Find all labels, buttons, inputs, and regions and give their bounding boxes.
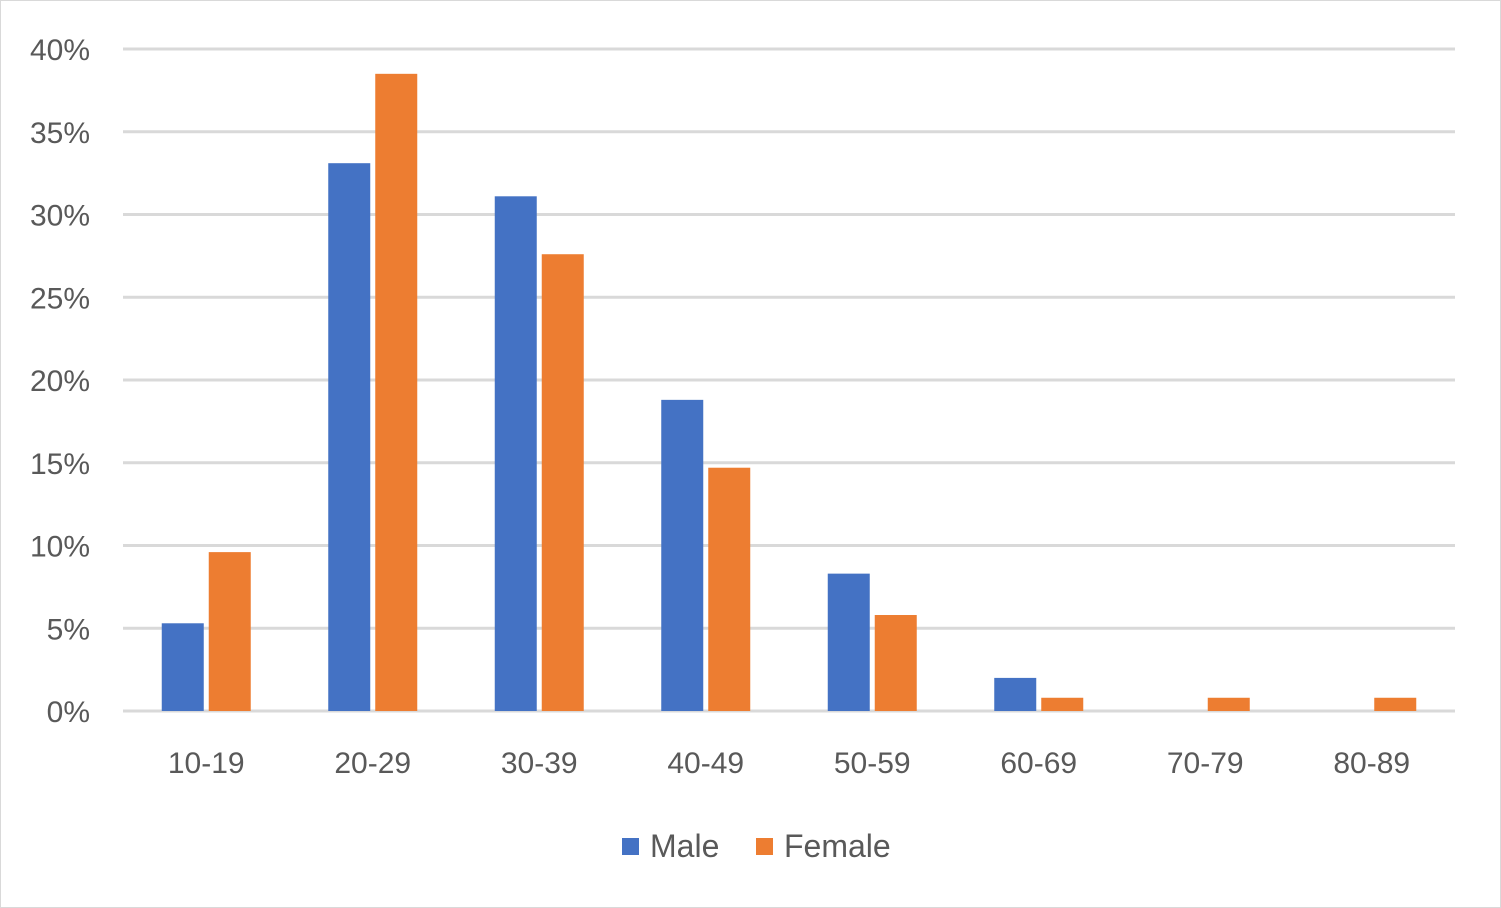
bar-female-60-69 [1041,697,1084,711]
y-tick-label: 10% [30,531,90,564]
bar-female-30-39 [541,254,584,711]
bar-female-70-79 [1207,697,1250,711]
x-axis: 10-19 20-29 30-39 40-49 50-59 60-69 70-79 80-89 [168,747,1410,780]
x-tick-label: 60-69 [1000,747,1077,780]
bar-male-50-59 [827,573,870,711]
y-tick-label: 35% [30,117,90,150]
bar-male-10-19 [161,623,204,711]
bar-male-30-39 [494,196,537,712]
y-axis: 0% 5% 10% 15% 20% 25% 30% 35% 40% [30,34,90,729]
bar-male-20-29 [328,163,371,711]
y-tick-label: 15% [30,448,90,481]
y-tick-label: 0% [47,696,90,729]
x-tick-label: 10-19 [168,747,245,780]
bar-male-60-69 [994,677,1037,711]
x-tick-label: 50-59 [834,747,911,780]
y-tick-label: 40% [30,34,90,67]
gridlines [123,47,1455,713]
bar-female-80-89 [1374,697,1417,711]
x-tick-label: 80-89 [1333,747,1410,780]
x-tick-label: 40-49 [667,747,744,780]
bar-female-10-19 [208,552,251,711]
x-tick-label: 20-29 [334,747,411,780]
bar-female-50-59 [874,615,917,711]
y-tick-label: 30% [30,200,90,233]
y-tick-label: 25% [30,282,90,315]
legend-swatch [622,838,639,855]
legend-swatch [756,838,773,855]
x-tick-label: 30-39 [501,747,578,780]
legend-label: Male [650,828,719,864]
bar-female-40-49 [708,467,751,711]
bars [161,73,1417,712]
legend-label: Female [784,828,891,864]
bar-male-40-49 [661,399,704,711]
y-tick-label: 5% [47,613,90,646]
legend-item-female: Female [756,828,891,864]
y-tick-label: 20% [30,365,90,398]
x-tick-label: 70-79 [1167,747,1244,780]
bar-female-20-29 [375,73,418,711]
legend: Male Female [622,828,891,864]
legend-item-male: Male [622,828,719,864]
